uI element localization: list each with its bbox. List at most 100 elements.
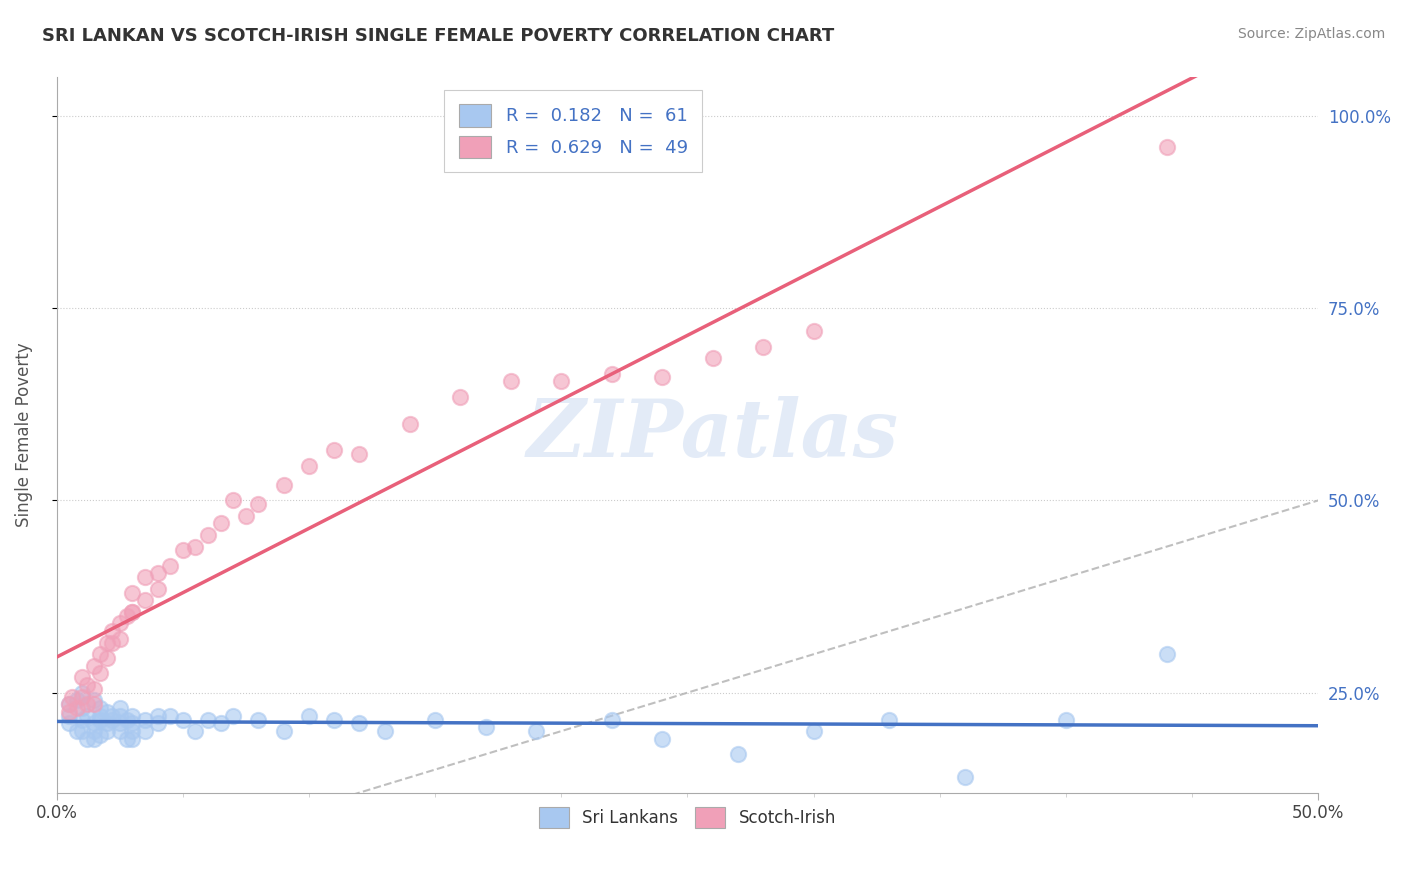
Point bbox=[184, 540, 207, 554]
Point bbox=[96, 705, 118, 719]
Point bbox=[108, 708, 131, 723]
Point bbox=[159, 708, 181, 723]
Point bbox=[399, 417, 422, 431]
Point bbox=[374, 724, 396, 739]
Point bbox=[108, 616, 131, 631]
Point bbox=[752, 340, 775, 354]
Point bbox=[76, 708, 98, 723]
Point bbox=[197, 713, 219, 727]
Point bbox=[222, 493, 245, 508]
Point bbox=[66, 701, 89, 715]
Point bbox=[76, 678, 98, 692]
Point bbox=[879, 713, 901, 727]
Point bbox=[89, 647, 111, 661]
Point bbox=[101, 624, 124, 639]
Point bbox=[70, 713, 93, 727]
Point bbox=[298, 708, 321, 723]
Point bbox=[76, 697, 98, 711]
Point bbox=[117, 608, 139, 623]
Point bbox=[83, 731, 105, 746]
Point bbox=[146, 582, 169, 596]
Point bbox=[108, 632, 131, 646]
Text: SRI LANKAN VS SCOTCH-IRISH SINGLE FEMALE POVERTY CORRELATION CHART: SRI LANKAN VS SCOTCH-IRISH SINGLE FEMALE… bbox=[42, 27, 834, 45]
Point bbox=[101, 636, 124, 650]
Point bbox=[121, 605, 143, 619]
Point bbox=[449, 390, 471, 404]
Point bbox=[323, 713, 346, 727]
Point bbox=[550, 374, 572, 388]
Point bbox=[83, 693, 105, 707]
Point bbox=[298, 458, 321, 473]
Point bbox=[83, 724, 105, 739]
Point bbox=[474, 720, 496, 734]
Point bbox=[58, 705, 80, 719]
Point bbox=[803, 724, 825, 739]
Point bbox=[58, 716, 80, 731]
Point bbox=[727, 747, 749, 762]
Point bbox=[651, 731, 673, 746]
Point bbox=[66, 693, 89, 707]
Point bbox=[184, 724, 207, 739]
Point bbox=[121, 585, 143, 599]
Point bbox=[66, 724, 89, 739]
Point bbox=[89, 701, 111, 715]
Point bbox=[134, 593, 156, 607]
Point bbox=[58, 708, 80, 723]
Point bbox=[89, 708, 111, 723]
Point bbox=[121, 731, 143, 746]
Point bbox=[70, 686, 93, 700]
Point bbox=[121, 716, 143, 731]
Point bbox=[209, 716, 232, 731]
Point bbox=[101, 708, 124, 723]
Point bbox=[146, 716, 169, 731]
Point bbox=[600, 367, 623, 381]
Point bbox=[83, 716, 105, 731]
Point bbox=[953, 770, 976, 784]
Point bbox=[323, 443, 346, 458]
Point bbox=[121, 708, 143, 723]
Point bbox=[499, 374, 522, 388]
Point bbox=[134, 713, 156, 727]
Point bbox=[70, 724, 93, 739]
Point bbox=[134, 570, 156, 584]
Point bbox=[803, 324, 825, 338]
Legend: Sri Lankans, Scotch-Irish: Sri Lankans, Scotch-Irish bbox=[533, 801, 842, 834]
Point bbox=[96, 651, 118, 665]
Point bbox=[108, 701, 131, 715]
Point bbox=[1156, 139, 1178, 153]
Point bbox=[159, 558, 181, 573]
Point bbox=[247, 497, 270, 511]
Point bbox=[1054, 713, 1077, 727]
Point bbox=[1156, 647, 1178, 661]
Point bbox=[222, 708, 245, 723]
Point bbox=[58, 697, 80, 711]
Text: Source: ZipAtlas.com: Source: ZipAtlas.com bbox=[1237, 27, 1385, 41]
Point bbox=[651, 370, 673, 384]
Point bbox=[146, 566, 169, 581]
Y-axis label: Single Female Poverty: Single Female Poverty bbox=[15, 343, 32, 527]
Point bbox=[108, 724, 131, 739]
Point bbox=[83, 658, 105, 673]
Point bbox=[117, 731, 139, 746]
Point bbox=[121, 605, 143, 619]
Point bbox=[600, 713, 623, 727]
Point bbox=[83, 681, 105, 696]
Point bbox=[117, 713, 139, 727]
Point bbox=[247, 713, 270, 727]
Point bbox=[423, 713, 446, 727]
Point bbox=[83, 697, 105, 711]
Point bbox=[172, 713, 194, 727]
Point bbox=[60, 690, 83, 704]
Point bbox=[146, 708, 169, 723]
Text: ZIPatlas: ZIPatlas bbox=[527, 396, 898, 474]
Point bbox=[121, 724, 143, 739]
Point bbox=[273, 724, 295, 739]
Point bbox=[89, 728, 111, 742]
Point bbox=[235, 508, 257, 523]
Point bbox=[70, 690, 93, 704]
Point bbox=[134, 724, 156, 739]
Point bbox=[524, 724, 547, 739]
Point bbox=[349, 447, 371, 461]
Point bbox=[172, 543, 194, 558]
Point bbox=[96, 724, 118, 739]
